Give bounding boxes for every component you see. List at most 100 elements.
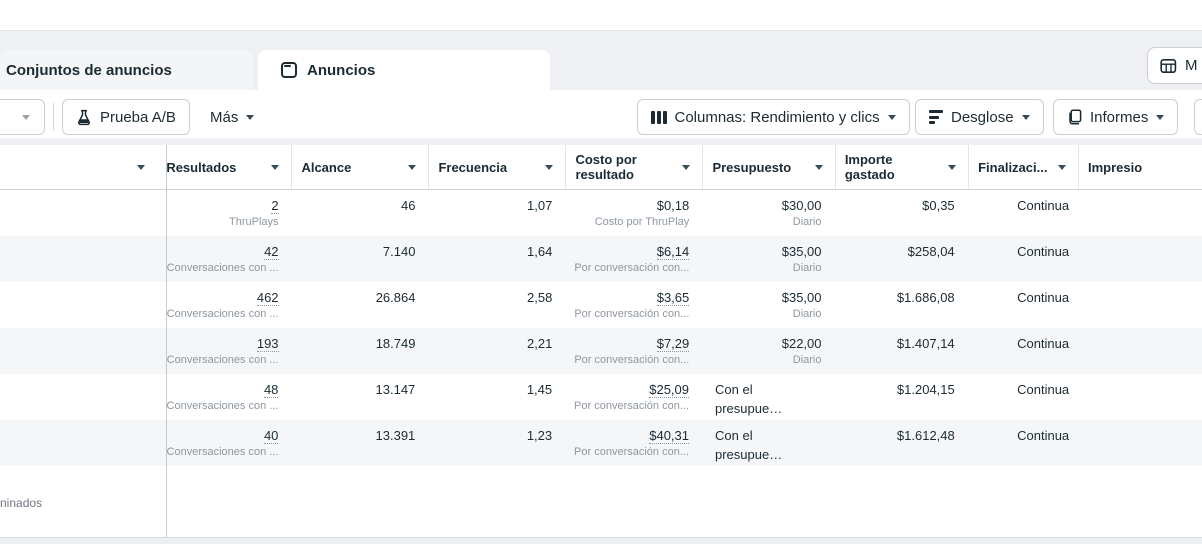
caret-down-icon (1156, 114, 1165, 120)
flask-icon (78, 109, 90, 125)
caret-down-icon (246, 114, 255, 120)
caret-down-icon (271, 165, 280, 170)
spent-value: $258,04 (907, 244, 955, 259)
results-sub: Conversaciones con ... (166, 262, 279, 274)
budget-value: Con el presupue… (715, 428, 783, 462)
table-row[interactable]: 40 Conversaciones con ... 13.391 1,23 $40… (0, 420, 1202, 466)
spent-value: $1.612,48 (896, 428, 955, 443)
budget-sub: Diario (792, 308, 822, 320)
split-dropdown-button[interactable] (0, 99, 45, 135)
reports-button[interactable]: Informes (1053, 99, 1179, 135)
frequency-value: 1,23 (526, 428, 553, 443)
cost-value: $25,09 (649, 382, 689, 398)
budget-value: Con el presupue… (715, 382, 783, 416)
budget-sub: Diario (792, 216, 822, 228)
end-value: Continua (1017, 336, 1070, 351)
end-value: Continua (1017, 244, 1070, 259)
cost-value: $3,65 (656, 290, 690, 306)
reports-label: Informes (1090, 108, 1149, 126)
results-value: 193 (256, 336, 279, 352)
results-footnote-truncated: ninados (0, 496, 43, 510)
cost-sub: Por conversación con... (574, 262, 690, 274)
end-value: Continua (1017, 428, 1070, 443)
frequency-value: 2,58 (527, 290, 553, 305)
breakdown-button[interactable]: Desglose (915, 99, 1044, 135)
columns-button[interactable]: Columnas: Rendimiento y clics (637, 99, 910, 135)
results-value: 42 (264, 244, 279, 260)
results-value: 2 (271, 198, 279, 214)
grid-table-icon (1160, 58, 1177, 73)
tab-ads[interactable]: Anuncios (258, 50, 550, 90)
cost-sub: Por conversación con... (574, 446, 689, 458)
results-sub: ThruPlays (229, 216, 279, 228)
column-header-end-date[interactable]: Finalizaci... (969, 145, 1079, 189)
column-header-results[interactable]: Resultados (157, 145, 293, 189)
end-value: Continua (1017, 290, 1070, 305)
budget-value: $35,00 (781, 290, 822, 305)
cost-value: $6,14 (656, 244, 690, 260)
frequency-value: 1,45 (526, 382, 553, 397)
budget-sub: Diario (792, 262, 822, 274)
tab-ads-label: Anuncios (307, 61, 376, 79)
clipped-toolbar-button[interactable] (1194, 99, 1202, 135)
breakdown-label: Desglose (951, 108, 1014, 126)
table-row[interactable]: 48 Conversaciones con ... 13.147 1,45 $25… (0, 374, 1202, 420)
top-navigation-bar (0, 0, 1202, 31)
ab-test-button[interactable]: Prueba A/B (62, 99, 190, 135)
caret-down-icon (22, 114, 30, 120)
reach-value: 26.864 (375, 290, 416, 305)
reach-value: 13.391 (375, 428, 416, 443)
spent-value: $1.686,08 (896, 290, 955, 305)
horizontal-scrollbar-track[interactable] (0, 537, 1202, 544)
column-header-name[interactable] (0, 145, 157, 189)
ab-test-label: Prueba A/B (100, 108, 176, 126)
column-header-frequency[interactable]: Frecuencia (429, 145, 567, 189)
budget-sub: Diario (792, 354, 822, 366)
caret-down-icon (814, 165, 823, 170)
spent-value: $0,35 (922, 198, 955, 213)
cost-value: $0,18 (656, 198, 690, 213)
results-sub: Conversaciones con ... (166, 446, 279, 458)
column-header-cost-per-result[interactable]: Costo por resultado (566, 145, 704, 189)
tab-adsets[interactable]: Conjuntos de anuncios (0, 50, 253, 90)
budget-value: $22,00 (781, 336, 822, 351)
column-header-reach[interactable]: Alcance (292, 145, 430, 189)
more-label: Más (210, 108, 239, 126)
table-row[interactable]: 193 Conversaciones con ... 18.749 2,21 $7… (0, 328, 1202, 374)
grid-view-button[interactable]: M (1147, 47, 1202, 84)
column-header-budget[interactable]: Presupuesto (703, 145, 836, 189)
column-header-impressions[interactable]: Impresio (1087, 159, 1143, 175)
table-row[interactable]: 462 Conversaciones con ... 26.864 2,58 $3… (0, 282, 1202, 328)
caret-down-icon (887, 114, 896, 120)
budget-value: $30,00 (781, 198, 822, 213)
frequency-value: 1,64 (527, 244, 553, 259)
cost-sub: Por conversación con... (574, 354, 690, 366)
caret-down-icon (545, 165, 554, 170)
results-sub: Conversaciones con ... (166, 354, 279, 366)
caret-down-icon (1057, 165, 1066, 170)
caret-down-icon (408, 165, 417, 170)
cost-sub: Por conversación con... (574, 400, 689, 412)
more-button[interactable]: Más (210, 99, 255, 135)
reach-value: 46 (400, 198, 416, 213)
column-header-amount-spent[interactable]: Importe gastado (836, 145, 970, 189)
table-row[interactable]: 2 ThruPlays 46 1,07 $0,18 Costo por ThruPl… (0, 190, 1202, 236)
frozen-column-divider (166, 145, 167, 537)
results-sub: Conversaciones con ... (166, 308, 279, 320)
spent-value: $1.204,15 (896, 382, 955, 397)
results-value: 462 (256, 290, 279, 306)
table-row[interactable]: 42 Conversaciones con ... 7.140 1,64 $6,1… (0, 236, 1202, 282)
frequency-value: 2,21 (527, 336, 553, 351)
budget-value: $35,00 (781, 244, 822, 259)
caret-down-icon (682, 165, 691, 170)
report-pages-icon (1069, 109, 1082, 125)
toolbar-divider (53, 103, 54, 131)
caret-down-icon (137, 165, 146, 170)
end-value: Continua (1017, 198, 1070, 213)
results-value: 40 (263, 428, 279, 444)
cost-sub: Costo por ThruPlay (594, 216, 690, 228)
caret-down-icon (1021, 114, 1030, 120)
cost-sub: Por conversación con... (574, 308, 690, 320)
columns-label: Columnas: Rendimiento y clics (674, 108, 880, 126)
